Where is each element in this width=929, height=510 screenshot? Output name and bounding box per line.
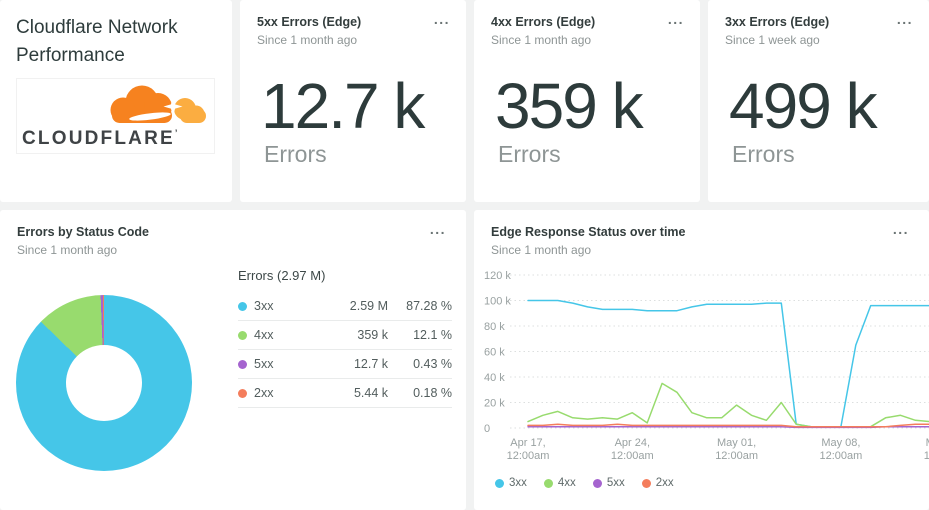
- card-menu-icon[interactable]: ...: [433, 11, 450, 27]
- card-menu-icon[interactable]: ...: [429, 221, 446, 237]
- card-title: 4xx Errors (Edge): [491, 15, 596, 29]
- card-title: Edge Response Status over time: [491, 225, 686, 239]
- cloudflare-logo: CLOUDFLARE’: [16, 78, 215, 154]
- billboard-value: 499 k: [729, 70, 878, 142]
- dashboard-title-card: Cloudflare Network Performance CLOUDFLAR…: [0, 0, 232, 202]
- svg-text:May 08,: May 08,: [821, 437, 860, 449]
- donut-card: Errors by Status Code Since 1 month ago …: [0, 210, 466, 510]
- billboard-card-4xx: 4xx Errors (Edge) Since 1 month ago ... …: [474, 0, 700, 202]
- series-color-dot: [495, 478, 504, 488]
- series-percent: 87.28 %: [406, 299, 452, 313]
- billboard-unit: Errors: [498, 141, 561, 167]
- cloudflare-wordmark: CLOUDFLARE’: [22, 128, 180, 149]
- series-color-dot: [238, 301, 247, 311]
- billboard-card-3xx: 3xx Errors (Edge) Since 1 week ago ... 4…: [708, 0, 929, 202]
- svg-text:100 k: 100 k: [484, 296, 511, 308]
- legend-item-2xx[interactable]: 2xx: [641, 477, 674, 489]
- svg-text:12:00am: 12:00am: [924, 450, 929, 462]
- legend-item-3xx[interactable]: 3xx: [495, 477, 527, 489]
- series-label: 2xx: [254, 386, 274, 400]
- page-title: Cloudflare Network Performance: [16, 17, 178, 66]
- series-color-dot: [641, 478, 651, 488]
- card-title: 5xx Errors (Edge): [257, 15, 362, 29]
- line-chart-card: 0 20 k 40 k 60 k 80 k 100 k 120 k Apr 17, 12:00a…: [474, 210, 929, 510]
- card-subtitle: Since 1 week ago: [725, 33, 820, 47]
- cloudflare-cloud-icon: [110, 85, 206, 123]
- line-chart-legend: 3xx 4xx 5xx 2xx: [495, 477, 674, 489]
- series-value: 5.44 k: [353, 386, 388, 400]
- legend-item-4xx[interactable]: 4xx: [543, 477, 576, 489]
- legend-item-5xx[interactable]: 5xx: [592, 477, 625, 489]
- series-label: 5xx: [254, 357, 274, 371]
- series-color-dot: [238, 330, 247, 340]
- donut-hole: [66, 345, 142, 421]
- series-value: 359 k: [357, 328, 388, 342]
- series-color-dot: [543, 478, 553, 488]
- svg-text:12:00am: 12:00am: [715, 450, 758, 462]
- svg-text:Apr 24,: Apr 24,: [615, 437, 650, 449]
- series-label: 4xx: [254, 328, 274, 342]
- series-percent: 12.1 %: [413, 328, 452, 342]
- donut-chart[interactable]: [16, 295, 192, 471]
- legend-label: 4xx: [557, 477, 576, 489]
- pie-legend-row-3xx[interactable]: 3xx 2.59 M 87.28 %: [238, 292, 452, 321]
- card-title: Errors by Status Code: [17, 225, 149, 239]
- series-percent: 0.18 %: [413, 386, 452, 400]
- billboard-unit: Errors: [732, 141, 795, 167]
- pie-table-header: Errors (2.97 M): [238, 268, 326, 283]
- series-percent: 0.43 %: [413, 357, 452, 371]
- legend-label: 5xx: [606, 477, 625, 489]
- pie-legend-table: Errors (2.97 M) 3xx 2.59 M 87.28 % 4xx 3…: [238, 268, 452, 408]
- series-value: 12.7 k: [353, 357, 388, 371]
- pie-legend-row-5xx[interactable]: 5xx 12.7 k 0.43 %: [238, 350, 452, 379]
- card-subtitle: Since 1 month ago: [17, 243, 118, 257]
- svg-text:May 15,: May 15,: [926, 437, 929, 449]
- card-menu-icon[interactable]: ...: [892, 221, 909, 237]
- trademark-mark: ’: [174, 128, 180, 138]
- svg-text:20 k: 20 k: [484, 398, 505, 410]
- series-color-dot: [238, 359, 247, 369]
- legend-label: 3xx: [509, 477, 527, 489]
- svg-text:120 k: 120 k: [484, 270, 511, 282]
- pie-legend-row-4xx[interactable]: 4xx 359 k 12.1 %: [238, 321, 452, 350]
- svg-text:May 01,: May 01,: [717, 437, 756, 449]
- svg-text:12:00am: 12:00am: [819, 450, 862, 462]
- series-label: 3xx: [254, 299, 274, 313]
- svg-text:0: 0: [484, 423, 490, 435]
- billboard-value: 359 k: [495, 70, 644, 142]
- legend-label: 2xx: [655, 477, 674, 489]
- billboard-card-5xx: 5xx Errors (Edge) Since 1 month ago ... …: [240, 0, 466, 202]
- line-chart-area[interactable]: 0 20 k 40 k 60 k 80 k 100 k 120 k Apr 17, 12:00a…: [474, 210, 929, 510]
- billboard-unit: Errors: [264, 141, 327, 167]
- card-menu-icon[interactable]: ...: [667, 11, 684, 27]
- svg-text:12:00am: 12:00am: [611, 450, 654, 462]
- series-color-dot: [592, 478, 602, 488]
- pie-legend-row-2xx[interactable]: 2xx 5.44 k 0.18 %: [238, 379, 452, 408]
- card-subtitle: Since 1 month ago: [491, 33, 592, 47]
- card-subtitle: Since 1 month ago: [257, 33, 358, 47]
- svg-text:60 k: 60 k: [484, 347, 505, 359]
- series-color-dot: [238, 388, 247, 398]
- series-value: 2.59 M: [349, 299, 388, 313]
- svg-text:Apr 17,: Apr 17,: [510, 437, 545, 449]
- svg-text:80 k: 80 k: [484, 321, 505, 333]
- billboard-value: 12.7 k: [261, 70, 425, 142]
- card-menu-icon[interactable]: ...: [896, 11, 913, 27]
- card-subtitle: Since 1 month ago: [491, 243, 592, 257]
- card-title: 3xx Errors (Edge): [725, 15, 830, 29]
- svg-text:12:00am: 12:00am: [507, 450, 550, 462]
- svg-text:40 k: 40 k: [484, 372, 505, 384]
